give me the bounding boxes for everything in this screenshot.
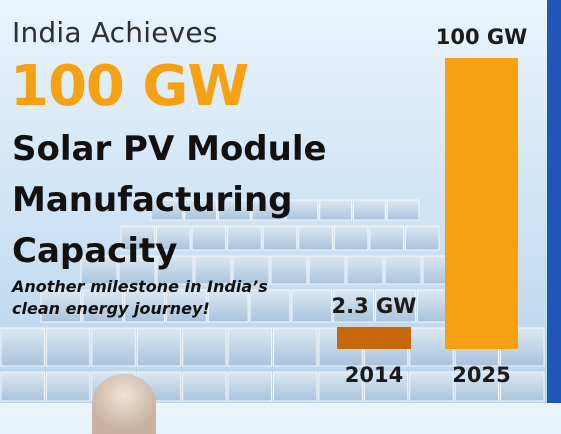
solar-panel-cell (207, 289, 249, 323)
x-tick-label-2025: 2025 (452, 363, 510, 387)
solar-panel-cell (120, 225, 156, 251)
solar-panel-cell (298, 225, 333, 251)
solar-panel-cell (249, 289, 291, 323)
solar-panel-cell (454, 371, 500, 402)
solar-panel-cell (251, 199, 285, 221)
solar-panel-cell (375, 289, 416, 323)
headline-capacity: 100 GW (10, 54, 249, 119)
solar-panel-cell (182, 327, 227, 367)
solar-panel-cell (500, 371, 545, 402)
headline-line: Solar PV Module (12, 129, 327, 169)
solar-panel-cell (40, 289, 82, 323)
solar-panel-cell (333, 225, 369, 251)
solar-panel-cell (194, 255, 232, 285)
solar-panel-cell (273, 327, 318, 367)
bar-2014 (337, 327, 411, 349)
solar-panel-cell (165, 289, 207, 323)
capacity-bar-chart: 2.3 GW 2014 100 GW 2025 (332, 25, 528, 387)
solar-panel-cell (384, 255, 422, 285)
solar-panel-cell (80, 255, 118, 285)
solar-panel-cell (91, 327, 136, 367)
solar-panel-cell (182, 371, 227, 402)
solar-panel-cell (273, 371, 318, 402)
solar-panel-cell (227, 225, 262, 251)
solar-panel-cell (404, 225, 440, 251)
solar-panel-cell (285, 199, 319, 221)
data-label-2025: 100 GW (436, 25, 528, 49)
solar-panel-cell (191, 225, 227, 251)
solar-panel-cell (0, 327, 45, 367)
solar-panel-cell (136, 327, 182, 367)
solar-panel-cell (82, 289, 124, 323)
solar-panel-cell (319, 199, 352, 221)
solar-panel-cell (150, 199, 184, 221)
headline-line: Capacity (12, 231, 178, 271)
solar-panel-cell (232, 255, 270, 285)
headline-title: Solar PV Module Manufacturing Capacity (12, 124, 327, 277)
headline-line: Manufacturing (12, 180, 293, 220)
solar-panel-cell (333, 289, 375, 323)
blue-frame-edge (547, 0, 561, 403)
tagline: Another milestone in India’s clean energ… (12, 276, 268, 320)
solar-panel-cell (0, 371, 45, 402)
solar-panel-cell (318, 371, 363, 402)
solar-panel-cell (45, 327, 91, 367)
solar-panel-cell (409, 371, 454, 402)
solar-panel-cell (45, 371, 91, 402)
person-head-photo (92, 374, 156, 434)
solar-panel-cell (386, 199, 420, 221)
solar-panel-cell (369, 225, 404, 251)
x-tick-label-2014: 2014 (345, 363, 403, 387)
headline-pre: India Achieves (12, 16, 218, 49)
bar-2025 (445, 58, 518, 349)
solar-panel-cell (118, 255, 156, 285)
solar-panel-cell (227, 371, 272, 402)
data-label-2014: 2.3 GW (332, 294, 417, 318)
solar-panel-cell (308, 255, 346, 285)
solar-panel-cell (218, 199, 251, 221)
solar-panel-cell (156, 255, 194, 285)
tagline-line: Another milestone in India’s (12, 277, 268, 296)
solar-panel-cell (270, 255, 308, 285)
solar-panel-cell (353, 199, 386, 221)
solar-panel-cell (291, 289, 333, 323)
solar-panel-cell (363, 371, 409, 402)
solar-panel-cell (184, 199, 217, 221)
tagline-line: clean energy journey! (12, 299, 210, 318)
solar-panel-cell (346, 255, 384, 285)
solar-panel-cell (156, 225, 191, 251)
solar-panel-cell (262, 225, 298, 251)
solar-panel-cell (124, 289, 165, 323)
solar-panel-cell (227, 327, 272, 367)
